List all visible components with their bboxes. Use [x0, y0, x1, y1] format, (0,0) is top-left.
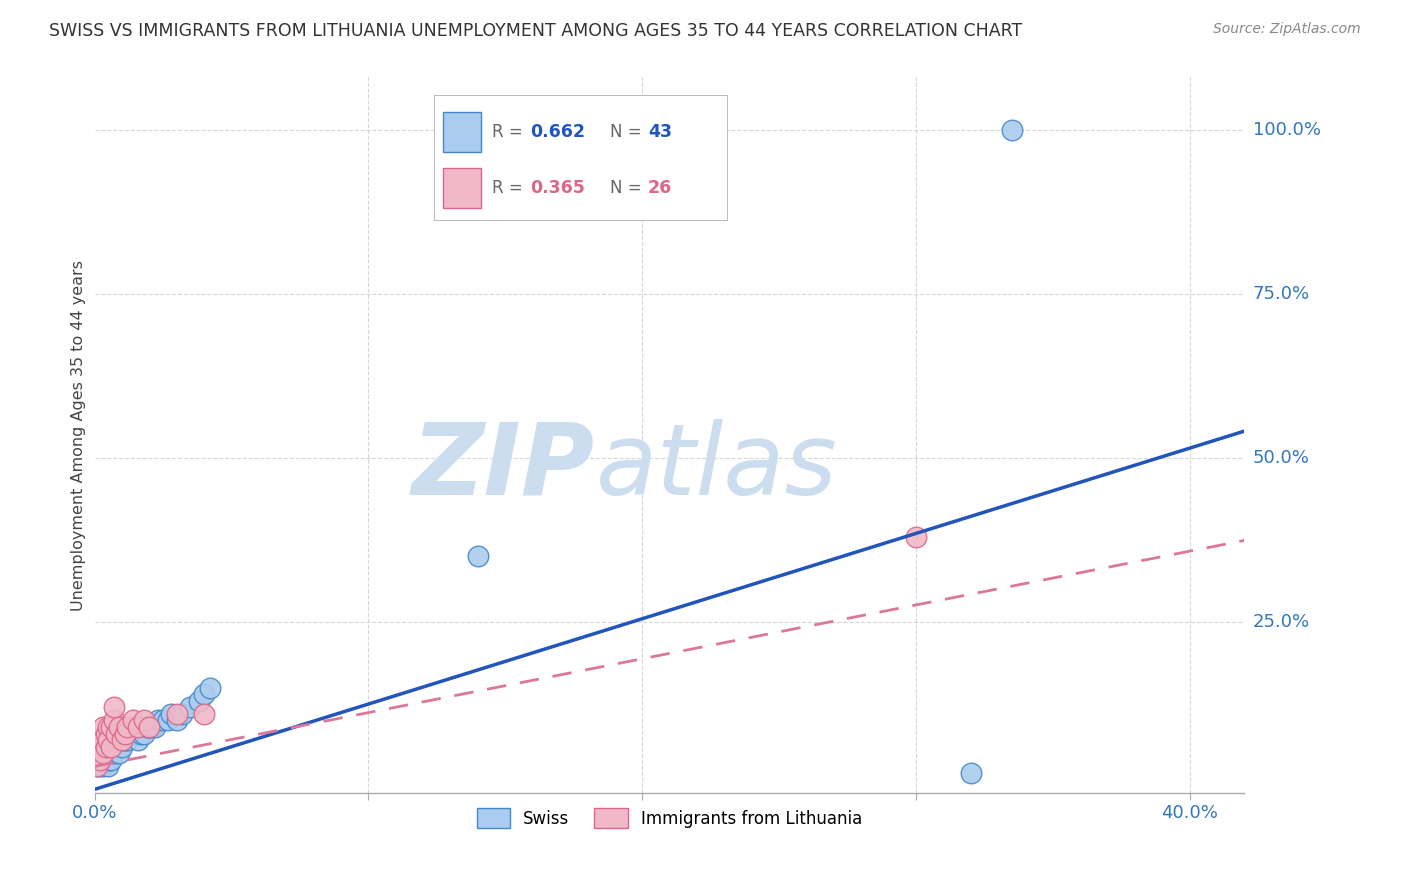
Point [122, 714, 145, 728]
Point [97, 733, 120, 747]
Point [108, 720, 131, 734]
Point [86, 759, 108, 773]
Point [160, 706, 183, 721]
Point [91, 746, 114, 760]
Point [94, 739, 117, 754]
Point [89, 759, 111, 773]
Point [152, 714, 174, 728]
Point [122, 720, 145, 734]
Point [135, 720, 157, 734]
Point [97, 739, 120, 754]
Point [91, 753, 114, 767]
Point [103, 733, 125, 747]
Point [146, 714, 169, 728]
Point [114, 726, 136, 740]
Point [467, 549, 489, 564]
Point [124, 726, 146, 740]
Point [103, 700, 125, 714]
Point [120, 726, 142, 740]
Point [166, 714, 188, 728]
Point [111, 733, 134, 747]
Point [179, 700, 201, 714]
Point [132, 726, 155, 740]
Point [100, 720, 122, 734]
Point [143, 720, 166, 734]
Point [97, 720, 120, 734]
Point [105, 726, 128, 740]
Point [193, 687, 215, 701]
Point [1001, 123, 1024, 137]
Point [89, 733, 111, 747]
Point [97, 753, 120, 767]
Point [117, 733, 139, 747]
Point [100, 739, 122, 754]
Point [91, 746, 114, 760]
Point [127, 720, 149, 734]
Text: 100.0%: 100.0% [1253, 121, 1320, 139]
Point [91, 759, 114, 773]
Point [94, 726, 117, 740]
Text: 25.0%: 25.0% [1253, 613, 1310, 631]
Text: 75.0%: 75.0% [1253, 285, 1310, 303]
Point [127, 733, 149, 747]
Point [198, 681, 221, 695]
Point [172, 706, 194, 721]
Point [94, 753, 117, 767]
Point [100, 746, 122, 760]
Point [111, 733, 134, 747]
Text: Source: ZipAtlas.com: Source: ZipAtlas.com [1213, 22, 1361, 37]
Point [138, 720, 160, 734]
Text: ZIP: ZIP [412, 418, 595, 516]
Point [105, 739, 128, 754]
Point [86, 759, 108, 773]
Point [117, 720, 139, 734]
Point [97, 759, 120, 773]
Text: atlas: atlas [596, 418, 838, 516]
Point [89, 753, 111, 767]
Point [129, 726, 152, 740]
Point [114, 733, 136, 747]
Point [89, 753, 111, 767]
Point [132, 714, 155, 728]
Point [904, 530, 927, 544]
Point [103, 714, 125, 728]
Y-axis label: Unemployment Among Ages 35 to 44 years: Unemployment Among Ages 35 to 44 years [72, 260, 86, 610]
Point [166, 706, 188, 721]
Legend: Swiss, Immigrants from Lithuania: Swiss, Immigrants from Lithuania [470, 802, 869, 834]
Point [193, 706, 215, 721]
Point [94, 739, 117, 754]
Text: SWISS VS IMMIGRANTS FROM LITHUANIA UNEMPLOYMENT AMONG AGES 35 TO 44 YEARS CORREL: SWISS VS IMMIGRANTS FROM LITHUANIA UNEMP… [49, 22, 1022, 40]
Point [141, 720, 163, 734]
Text: 50.0%: 50.0% [1253, 449, 1309, 467]
Point [187, 694, 209, 708]
Point [108, 746, 131, 760]
Point [959, 766, 981, 780]
Point [103, 746, 125, 760]
Point [91, 720, 114, 734]
Point [111, 739, 134, 754]
Point [100, 753, 122, 767]
Point [138, 720, 160, 734]
Point [157, 714, 180, 728]
